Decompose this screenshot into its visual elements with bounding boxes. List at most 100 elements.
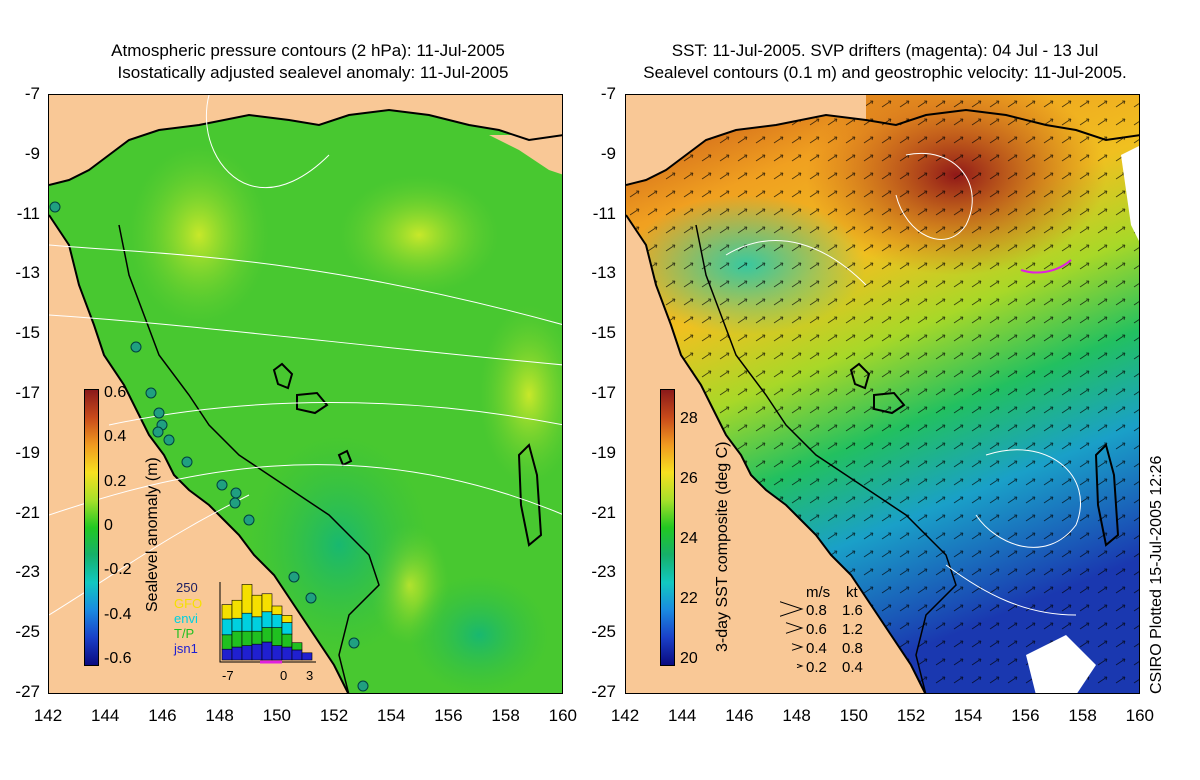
hist-bar-4-envi — [261, 611, 273, 628]
right-xtick-7: 156 — [1011, 706, 1040, 725]
left-ytick-7: -21 — [15, 502, 40, 522]
right-xtick-4: 150 — [839, 706, 868, 725]
right-australia-land — [626, 215, 925, 693]
hist-legend-jsn1: jsn1 — [174, 641, 198, 656]
left-xtick-8: 158 — [491, 706, 520, 725]
left-coastline — [49, 214, 350, 693]
hist-bar-0-tp — [221, 634, 233, 650]
left-anomaly-high-2 — [339, 175, 499, 295]
left-pressure-contour-6 — [205, 95, 330, 189]
right-cbar-tick-1: 26 — [680, 470, 698, 487]
hist-bar-5-tp — [271, 627, 283, 646]
left-xtick-4: 150 — [262, 706, 291, 725]
right-ytick-7: -21 — [591, 502, 616, 522]
left-xtick-3: 148 — [205, 706, 234, 725]
left-australia-land — [49, 215, 348, 693]
right-xtick-2: 146 — [725, 706, 754, 725]
left-xtick-2: 146 — [148, 706, 177, 725]
left-reef-3 — [517, 443, 543, 547]
right-reef-2 — [873, 391, 906, 415]
left-pressure-contour-4 — [49, 464, 562, 516]
left-ytick-10: -27 — [15, 682, 40, 701]
hist-bar-2-envi — [241, 612, 253, 632]
left-colorbar — [84, 389, 99, 666]
right-title-line1: SST: 11-Jul-2005. SVP drifters (magenta)… — [671, 41, 1099, 60]
right-colorbar-label: 3-day SST composite (deg C) — [714, 441, 731, 652]
right-cloud-mask-2 — [1026, 635, 1096, 693]
hist-bar-1-jsn1 — [231, 646, 243, 661]
left-reef-1 — [272, 362, 294, 390]
left-cbar-tick-3: 0 — [104, 517, 113, 534]
right-reef-3 — [1094, 443, 1120, 547]
left-xtick-7: 156 — [434, 706, 463, 725]
right-ytick-4: -15 — [591, 323, 616, 343]
hist-bar-1-tp — [231, 630, 243, 648]
right-svp-drifter-track — [1020, 259, 1072, 274]
right-png-coastline — [626, 108, 1139, 186]
left-shelf-contour — [118, 224, 380, 693]
left-png-land — [49, 95, 562, 185]
right-xtick-5: 152 — [896, 706, 926, 725]
right-ytick-5: -17 — [591, 383, 616, 402]
left-cbar-tick-1: 0.4 — [104, 428, 127, 446]
left-cbar-tick-0: 0.6 — [104, 384, 127, 401]
left-xtick-5: 152 — [319, 706, 349, 725]
hist-bar-2-tp — [241, 630, 253, 646]
left-anomaly-high-3 — [479, 305, 562, 485]
right-sealevel-contour-2 — [895, 153, 973, 240]
velocity-arrow-0 — [780, 601, 804, 617]
hist-bar-0-envi — [221, 618, 233, 636]
left-ytick-9: -25 — [15, 622, 40, 642]
hist-bar-8-jsn1 — [301, 652, 313, 661]
hist-bar-0-gfo — [221, 604, 233, 620]
left-ytick-0: -7 — [24, 84, 40, 103]
right-xtick-0: 142 — [610, 706, 640, 725]
velocity-kt-2: 0.8 — [842, 640, 863, 657]
hist-xtick-0: -7 — [222, 668, 234, 683]
left-cbar-tick-6: -0.6 — [104, 650, 132, 667]
left-anomaly-low-2 — [409, 575, 549, 693]
right-ytick-2: -11 — [592, 203, 616, 223]
hist-bar-2-gfo — [241, 584, 253, 614]
hist-bar-1-gfo — [231, 599, 243, 619]
velocity-ms-1: 0.6 — [806, 621, 827, 638]
right-ytick-10: -27 — [591, 682, 616, 701]
hist-xtick-2: 3 — [306, 668, 314, 683]
left-title-line1: Atmospheric pressure contours (2 hPa): 1… — [111, 41, 505, 60]
hist-bar-2-jsn1 — [241, 645, 253, 661]
velocity-kt-1: 1.2 — [842, 621, 863, 638]
hist-bar-6-tp — [281, 633, 293, 648]
left-cbar-tick-2: 0.2 — [104, 472, 127, 490]
left-tide-gauges — [49, 201, 369, 692]
hist-xtick-1: 0 — [280, 668, 288, 683]
right-cbar-tick-0: 28 — [680, 410, 698, 427]
right-reef-1 — [849, 362, 871, 390]
hist-bar-6-gfo — [281, 615, 293, 623]
right-xtick-6: 154 — [954, 706, 983, 725]
hist-legend-gfo: GFO — [174, 596, 203, 611]
left-ytick-3: -13 — [15, 263, 40, 283]
right-sealevel-contour-4 — [945, 564, 1077, 616]
left-ytick-4: -15 — [15, 323, 40, 343]
right-ytick-8: -23 — [591, 562, 616, 582]
right-sealevel-contour-1 — [725, 240, 867, 286]
right-xtick-1: 144 — [668, 706, 697, 725]
hist-legend-envi: envi — [174, 611, 198, 626]
velocity-legend-header-ms: m/s — [806, 584, 831, 601]
left-cbar-tick-4: -0.2 — [104, 561, 132, 579]
right-ytick-9: -25 — [591, 622, 616, 642]
hist-legend-tp: T/P — [174, 626, 195, 641]
hist-bar-4-jsn1 — [261, 641, 273, 661]
right-sealevel-contour-3 — [975, 449, 1081, 548]
right-cbar-tick-4: 20 — [680, 650, 698, 667]
velocity-kt-3: 0.4 — [842, 659, 863, 676]
right-map-panel — [625, 94, 1140, 694]
left-ytick-6: -19 — [15, 442, 40, 462]
right-png-land — [626, 95, 866, 185]
left-title-line2: Isostatically adjusted sealevel anomaly:… — [117, 63, 509, 82]
left-ytick-8: -23 — [15, 562, 40, 582]
hist-bar-0-jsn1 — [221, 648, 233, 661]
right-ytick-3: -13 — [591, 263, 616, 283]
left-map-svg — [49, 95, 562, 693]
left-xtick-1: 144 — [91, 706, 120, 725]
